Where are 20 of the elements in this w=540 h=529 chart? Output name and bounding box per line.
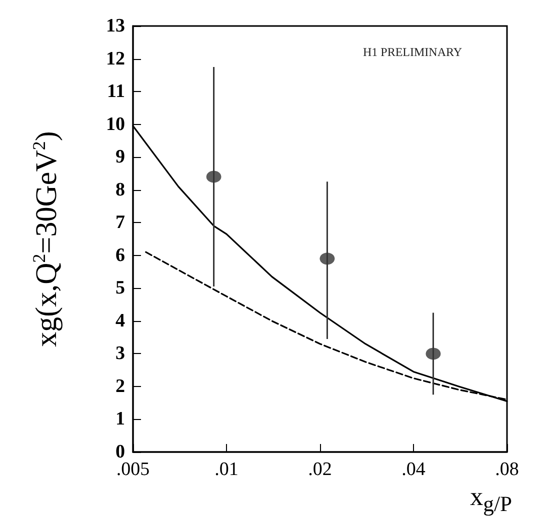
y-tick-label: 5	[116, 278, 125, 299]
x-tick-label: .04	[402, 459, 426, 480]
annotation: H1 PRELIMINARY	[362, 45, 462, 59]
y-tick-label: 6	[116, 244, 125, 266]
y-tick-label: 8	[116, 179, 125, 200]
x-tick-label: .01	[214, 459, 238, 480]
y-tick-label: 9	[116, 146, 125, 168]
y-tick-label: 10	[106, 114, 125, 135]
y-tick-label: 11	[107, 81, 125, 102]
y-tick-label: 13	[106, 16, 125, 36]
y-tick-label: 3	[116, 343, 125, 364]
x-tick-label: .02	[308, 459, 332, 480]
y-tick-label: 12	[106, 48, 125, 70]
y-tick-label: 2	[116, 376, 125, 397]
x-tick-label: .08	[495, 459, 519, 480]
y-tick-label: 4	[116, 310, 126, 332]
y-tick-label: 7	[116, 212, 126, 234]
y-tick-label: 1	[116, 408, 125, 430]
y-axis-title: xg(x,Q2=30GeV2)	[29, 131, 63, 347]
x-axis-title: x$_{g/P}$	[470, 480, 512, 517]
